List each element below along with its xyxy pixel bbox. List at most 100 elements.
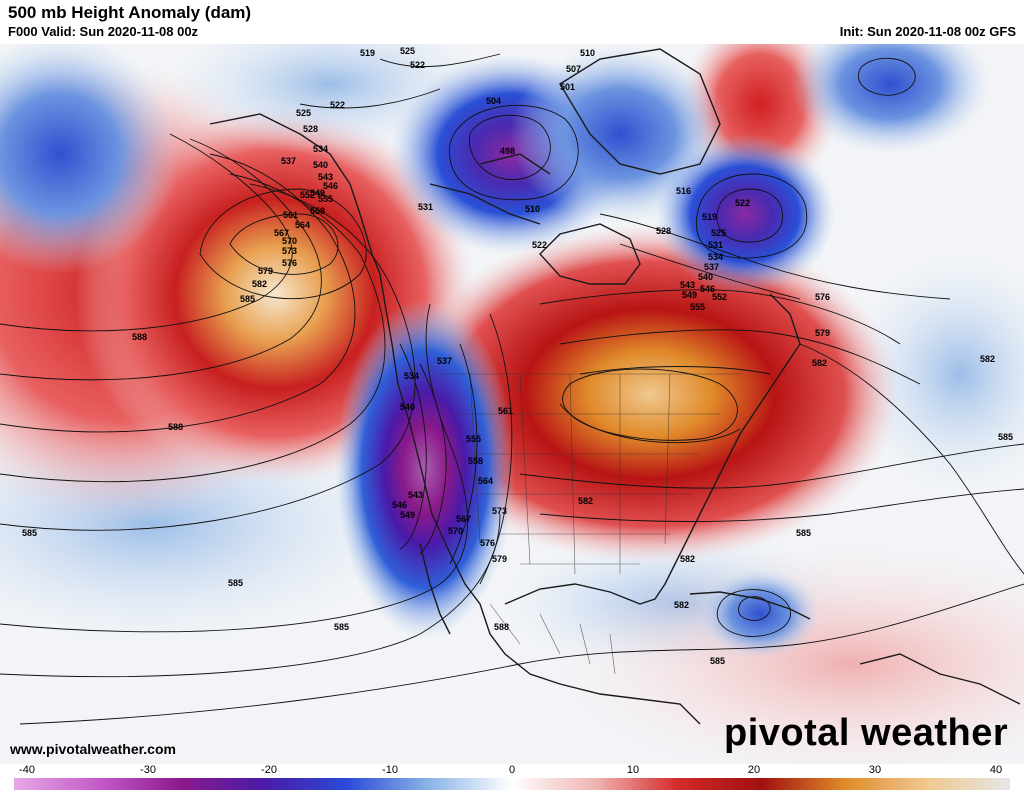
colorbar-ticks: -40 -30 -20 -10 0 10 20 30 40 — [0, 764, 1024, 777]
contour-label: 546 — [323, 181, 338, 191]
baja-california — [419, 543, 451, 635]
contour-label: 564 — [478, 476, 493, 486]
contour-label: 558 — [310, 206, 325, 216]
contour-label: 582 — [674, 600, 689, 610]
contour-label: 561 — [498, 406, 513, 416]
contour-label: 531 — [708, 240, 723, 250]
header-bar: 500 mb Height Anomaly (dam) F000 Valid: … — [0, 0, 1024, 44]
contour-label: 585 — [240, 294, 255, 304]
contour-label: 573 — [492, 506, 507, 516]
contour-label: 585 — [710, 656, 725, 666]
contour-label: 576 — [282, 258, 297, 268]
contour-label: 546 — [700, 284, 715, 294]
contour-label: 579 — [492, 554, 507, 564]
contour-label: 552 — [712, 292, 727, 302]
contour-label: 543 — [680, 280, 695, 290]
contour-label: 579 — [258, 266, 273, 276]
colorbar-tick: 40 — [989, 764, 1003, 776]
north-america-coast — [371, 253, 701, 725]
cuba — [689, 591, 811, 620]
colorbar-tick: -10 — [382, 764, 398, 776]
contour-label: 585 — [228, 578, 243, 588]
contour-label: 576 — [480, 538, 495, 548]
init-time: Init: Sun 2020-11-08 00z GFS — [839, 24, 1016, 39]
contour-labels: 519 525 522 522 525 528 531 534 537 540 … — [22, 46, 1013, 666]
map-title: 500 mb Height Anomaly (dam) — [8, 3, 252, 22]
contour-label: 573 — [282, 246, 297, 256]
contour-label: 582 — [252, 279, 267, 289]
contour-label: 558 — [468, 456, 483, 466]
colorbar-tick: 10 — [626, 764, 640, 776]
contour-label: 537 — [437, 356, 452, 366]
contour-label: 585 — [998, 432, 1013, 442]
anomaly-map[interactable]: 519 525 522 522 525 528 531 534 537 540 … — [0, 44, 1024, 764]
contour-label: 549 — [682, 290, 697, 300]
contour-label: 525 — [711, 228, 726, 238]
gulf-coast — [504, 293, 801, 605]
contour-label: 540 — [698, 272, 713, 282]
contour-label: 510 — [580, 48, 595, 58]
contour-label: 504 — [486, 96, 501, 106]
contour-label: 522 — [410, 60, 425, 70]
contour-label: 582 — [980, 354, 995, 364]
contour-label: 537 — [704, 262, 719, 272]
contour-label: 585 — [22, 528, 37, 538]
contour-label: 534 — [313, 144, 328, 154]
south-america-coast — [859, 653, 1021, 705]
contour-label: 555 — [466, 434, 481, 444]
contour-label: 531 — [418, 202, 433, 212]
contour-label: 576 — [815, 292, 830, 302]
colorbar-tick: -40 — [19, 764, 35, 776]
arctic-islands — [429, 153, 551, 225]
contour-label: 525 — [400, 46, 415, 56]
contour-label: 540 — [400, 402, 415, 412]
contour-label: 543 — [408, 490, 423, 500]
colorbar-tick: 30 — [868, 764, 882, 776]
contour-label: 567 — [456, 514, 471, 524]
colorbar-tick: -20 — [261, 764, 277, 776]
contour-label: 588 — [494, 622, 509, 632]
contour-label: 552 — [300, 190, 315, 200]
contour-label: 546 — [392, 500, 407, 510]
contour-label: 522 — [735, 198, 750, 208]
contour-label: 519 — [702, 212, 717, 222]
contour-label: 588 — [168, 422, 183, 432]
contour-label: 549 — [400, 510, 415, 520]
contour-label: 585 — [334, 622, 349, 632]
alaska-coast — [209, 113, 373, 255]
colorbar-tick: 20 — [747, 764, 761, 776]
contour-label: 555 — [690, 302, 705, 312]
contour-label: 522 — [330, 100, 345, 110]
hudson-bay — [539, 223, 641, 285]
contour-label: 522 — [532, 240, 547, 250]
colorbar-tick: 0 — [508, 764, 516, 776]
contour-label: 585 — [796, 528, 811, 538]
contour-label: 564 — [295, 220, 310, 230]
contour-label: 534 — [708, 252, 723, 262]
valid-time: F000 Valid: Sun 2020-11-08 00z — [8, 24, 199, 39]
colorbar-gradient — [14, 778, 1010, 790]
contour-label: 555 — [318, 194, 333, 204]
contour-label: 582 — [812, 358, 827, 368]
contour-label: 588 — [132, 332, 147, 342]
contour-label: 510 — [525, 204, 540, 214]
contour-label: 534 — [404, 371, 419, 381]
contour-label: 579 — [815, 328, 830, 338]
contour-label: 582 — [578, 496, 593, 506]
contour-label: 540 — [313, 160, 328, 170]
contour-label: 498 — [500, 146, 515, 156]
coastlines — [209, 48, 1021, 725]
contour-label: 549 — [310, 188, 325, 198]
contour-label: 582 — [680, 554, 695, 564]
contour-label: 537 — [281, 156, 296, 166]
contour-label: 507 — [566, 64, 581, 74]
contour-label: 570 — [448, 526, 463, 536]
colorbar: -40 -30 -20 -10 0 10 20 30 40 — [0, 764, 1024, 791]
contour-label: 528 — [656, 226, 671, 236]
height-contours — [0, 53, 1024, 725]
contour-label: 561 — [283, 210, 298, 220]
contour-label: 543 — [318, 172, 333, 182]
website-link[interactable]: www.pivotalweather.com — [10, 741, 176, 757]
state-borders — [440, 373, 740, 675]
contour-label: 501 — [560, 82, 575, 92]
